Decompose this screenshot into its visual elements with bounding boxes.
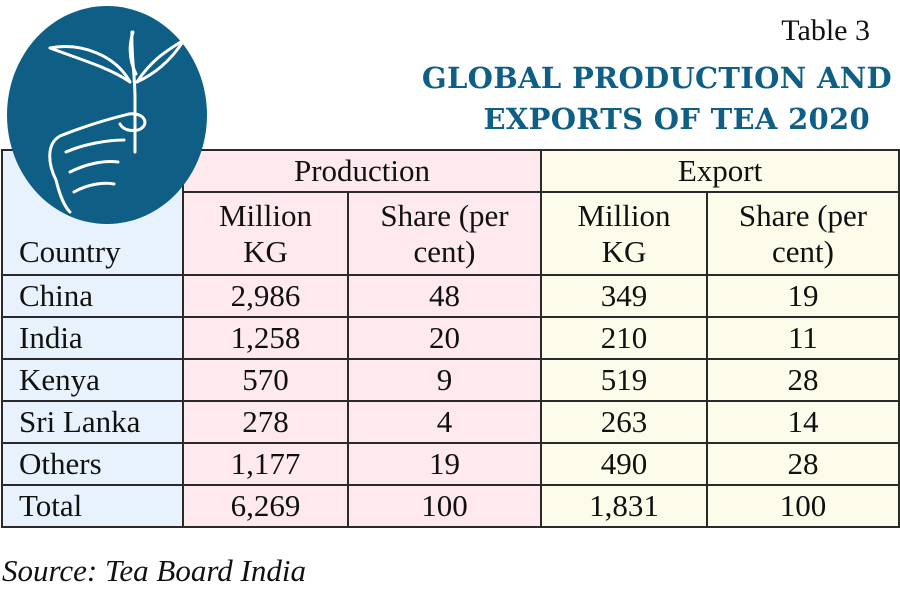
export-mkg-cell: 519 [540,358,708,402]
export-mkg-cell: 210 [540,316,708,360]
production-share-header: Share (per cent) [347,191,542,276]
tea-board-logo [4,4,210,226]
header-text: cent) [413,233,476,269]
title-line-2: EXPORTS OF TEA 2020 [483,102,870,136]
production-share-cell: 48 [347,274,542,318]
production-mkg-cell: 1,177 [182,442,349,486]
production-share-cell: 19 [347,442,542,486]
header-text: Share (per [738,197,868,233]
table-row: Sri Lanka 278 4 263 14 [1,400,900,444]
table-number-label: Table 3 [781,14,870,47]
production-mkg-cell: 2,986 [182,274,349,318]
production-header: Production [182,149,542,193]
export-share-cell: 28 [706,442,900,486]
country-cell: Kenya [1,358,184,402]
sub-header-row: Million KG Share (per cent) Million KG Shar… [2,191,900,276]
production-mkg-cell: 6,269 [182,484,349,528]
header-text: Million [577,197,671,233]
table-row: India 1,258 20 210 11 [1,316,900,360]
export-mkg-cell: 490 [540,442,708,486]
production-share-cell: 9 [347,358,542,402]
table-row: Kenya 570 9 519 28 [1,358,900,402]
export-share-cell: 14 [706,400,900,444]
export-million-kg-header: Million KG [540,191,708,276]
export-share-cell: 11 [706,316,900,360]
export-mkg-cell: 349 [540,274,708,318]
country-cell: Total [1,484,184,528]
export-share-header: Share (per cent) [706,191,900,276]
export-mkg-cell: 263 [540,400,708,444]
production-mkg-cell: 278 [182,400,349,444]
header-text: KG [601,233,647,269]
header-text: KG [243,233,288,269]
header-text: cent) [772,233,834,269]
export-header: Export [540,149,900,193]
header-text: Share (per [380,197,509,233]
export-share-cell: 28 [706,358,900,402]
production-million-kg-header: Million KG [182,191,349,276]
export-mkg-cell: 1,831 [540,484,708,528]
production-mkg-cell: 570 [182,358,349,402]
title-line-1: GLOBAL PRODUCTION AND [421,61,892,95]
export-share-cell: 100 [706,484,900,528]
hand-holding-tea-leaf-icon [7,6,207,224]
country-cell: India [1,316,184,360]
production-share-cell: 20 [347,316,542,360]
source-caption: Source: Tea Board India [2,553,306,588]
table-row: Others 1,177 19 490 28 [1,442,900,486]
header-text: Million [218,197,312,233]
production-share-cell: 4 [347,400,542,444]
table-row: China 2,986 48 349 19 [1,274,900,318]
country-cell: China [1,274,184,318]
page-title: GLOBAL PRODUCTION AND EXPORTS OF TEA 202… [422,58,892,140]
country-cell: Sri Lanka [1,400,184,444]
total-row: Total 6,269 100 1,831 100 [1,484,900,528]
country-cell: Others [1,442,184,486]
production-share-cell: 100 [347,484,542,528]
tea-data-table: Country Production Export Million KG Shar… [1,149,900,528]
production-mkg-cell: 1,258 [182,316,349,360]
export-share-cell: 19 [706,274,900,318]
